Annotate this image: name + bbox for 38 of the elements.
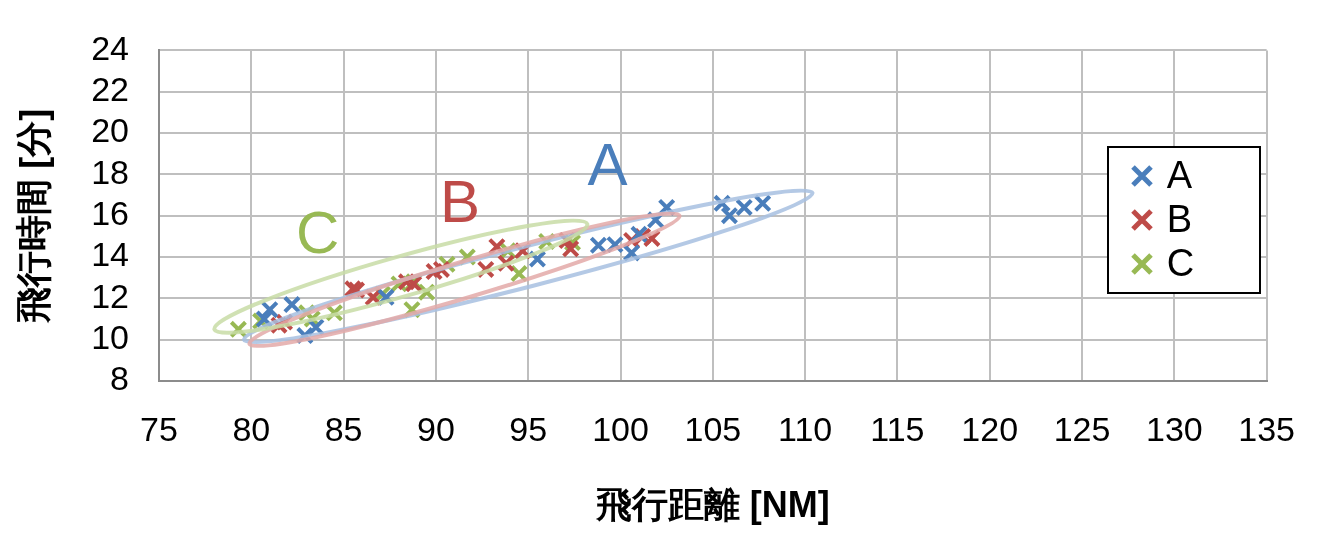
point [282,295,301,314]
y-tick-label: 14 [91,235,130,274]
annotation: A [587,130,628,198]
x-tick-label: 135 [1238,409,1295,448]
y-tick-label: 8 [110,359,130,398]
legend-label: A [1166,154,1192,198]
point [735,198,754,217]
x-tick-label: 105 [684,409,742,448]
point [589,236,608,255]
x-tick-label: 85 [324,409,363,448]
x-tick-label: 125 [1053,409,1111,448]
x-tick-label: 120 [961,409,1019,448]
y-tick-label: 18 [91,152,130,191]
y-tick-label: 24 [91,28,130,67]
x-tick-label: 90 [417,409,455,448]
y-axis-title: 飛行時間 [分] [12,108,54,324]
y-tick-label: 22 [91,70,130,109]
x-tick-label: 130 [1145,409,1203,448]
y-tick-label: 16 [91,194,130,233]
x-tick-label: 75 [140,409,178,448]
x-tick-label: 110 [778,409,833,448]
x-tick-label: 80 [232,409,271,448]
x-axis-title: 飛行距離 [NM] [594,484,830,526]
x-tick-label: 100 [592,409,649,448]
x-tick-label: 115 [870,409,925,448]
point [720,206,739,225]
y-tick-label: 20 [91,111,130,150]
legend-label: B [1166,198,1192,242]
legend-label: C [1166,242,1195,286]
annotation: B [439,167,480,235]
point [753,194,772,213]
annotation: C [296,198,340,266]
y-tick-label: 12 [91,276,130,315]
point [528,250,547,269]
point [561,239,580,258]
x-tick-label: 95 [509,409,548,448]
y-tick-label: 10 [91,318,130,357]
point [260,300,279,319]
